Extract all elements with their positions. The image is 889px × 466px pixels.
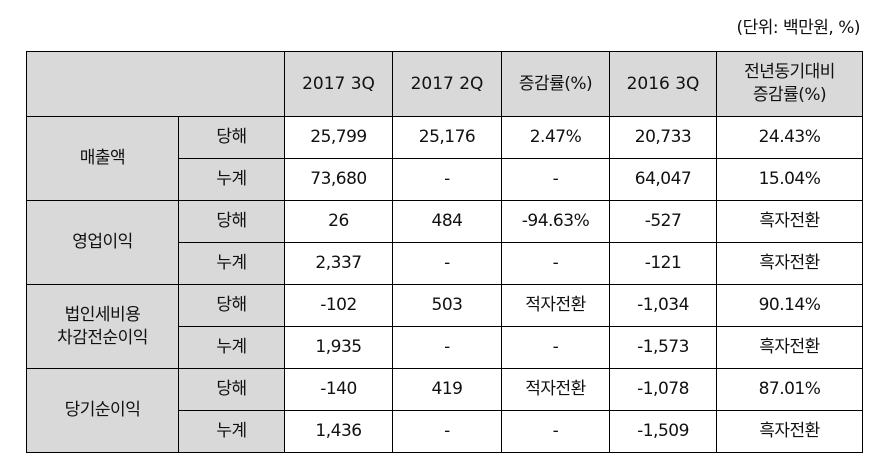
value-change-yoy: 흑자전환: [716, 326, 863, 369]
row-group-label: 영업이익: [26, 200, 179, 285]
table-row: 매출액 당해 25,799 25,176 2.47% 20,733 24.43%: [26, 116, 863, 201]
unit-note: (단위: 백만원, %): [736, 18, 860, 38]
row-type-label: 당해: [178, 116, 285, 159]
value-2017-2q: 25,176: [392, 116, 502, 159]
value-change-qoq: -: [501, 410, 610, 453]
header-row: 2017 3Q 2017 2Q 증감률(%) 2016 3Q 전년동기대비 증감…: [26, 51, 863, 117]
value-change-yoy: 90.14%: [716, 284, 863, 327]
value-change-yoy: 87.01%: [716, 368, 863, 411]
value-change-yoy: 흑자전환: [716, 200, 863, 243]
row-group-label: 매출액: [26, 116, 179, 201]
header-change-yoy: 전년동기대비 증감률(%): [716, 51, 863, 117]
row-type-label: 당해: [178, 368, 285, 411]
value-2017-3q: 25,799: [284, 116, 393, 159]
header-change-qoq: 증감률(%): [501, 51, 610, 117]
table-row: 법인세비용 차감전순이익 당해 -102 503 적자전환 -1,034 90.14%: [26, 284, 863, 369]
row-group-label: 당기순이익: [26, 368, 179, 453]
value-2017-3q: 73,680: [284, 158, 393, 201]
row-group-label: 법인세비용 차감전순이익: [26, 284, 179, 369]
value-2016-3q: -1,078: [609, 368, 717, 411]
table-row: 누계 1,935- - -1,573 흑자전환: [27, 326, 863, 369]
table-row: 누계 73,680- -64,047 15.04%: [27, 158, 863, 201]
header-change-yoy-line2: 증감률(%): [752, 85, 827, 105]
header-change-yoy-line1: 전년동기대비: [744, 62, 835, 83]
table-row: 누계 2,337- - -121 흑자전환: [27, 242, 863, 285]
header-2017-2q: 2017 2Q: [392, 51, 502, 117]
row-group-label-line: 법인세비용: [64, 304, 141, 325]
value-2016-3q: -1,034: [609, 284, 717, 327]
header-2016-3q: 2016 3Q: [609, 51, 717, 117]
row-type-label: 누계: [178, 158, 285, 201]
value-2017-2q: -: [392, 326, 502, 369]
value-2016-3q: -527: [609, 200, 717, 243]
row-type-label: 당해: [178, 284, 285, 327]
value-2017-3q: 26: [284, 200, 393, 243]
value-2016-3q: 64,047: [609, 158, 717, 201]
value-change-qoq: -94.63%: [501, 200, 610, 243]
row-type-label: 누계: [178, 326, 285, 369]
row-group-label-line: 매출액: [79, 148, 126, 169]
value-change-qoq: -: [501, 242, 610, 285]
row-type-label: 누계: [178, 410, 285, 453]
value-2016-3q: -1,573: [609, 326, 717, 369]
value-2017-3q: -140: [284, 368, 393, 411]
value-change-yoy: 흑자전환: [716, 242, 863, 285]
value-2017-3q: 1,935: [284, 326, 393, 369]
value-2017-2q: -: [392, 158, 502, 201]
value-change-yoy: 15.04%: [716, 158, 863, 201]
header-corner-cell: [26, 51, 285, 117]
value-2017-2q: -: [392, 242, 502, 285]
row-type-label: 당해: [178, 200, 285, 243]
value-change-qoq: 적자전환: [501, 284, 610, 327]
row-group-label-line: 영업이익: [72, 232, 133, 253]
value-2017-2q: -: [392, 410, 502, 453]
financial-summary-table: 2017 3Q 2017 2Q 증감률(%) 2016 3Q 전년동기대비 증감…: [26, 51, 863, 453]
table-row: 영업이익 당해 26 484 -94.63% -527 흑자전환: [26, 200, 863, 285]
value-change-qoq: 적자전환: [501, 368, 610, 411]
value-change-yoy: 흑자전환: [716, 410, 863, 453]
value-2017-2q: 484: [392, 200, 502, 243]
header-2017-3q: 2017 3Q: [284, 51, 393, 117]
value-2017-2q: 503: [392, 284, 502, 327]
table-row: 당기순이익 당해 -140 419 적자전환 -1,078 87.01%: [26, 368, 863, 453]
value-2016-3q: -1,509: [609, 410, 717, 453]
row-group-label-line: 당기순이익: [64, 400, 141, 421]
row-type-label: 누계: [178, 242, 285, 285]
value-2016-3q: 20,733: [609, 116, 717, 159]
value-change-yoy: 24.43%: [716, 116, 863, 159]
value-change-qoq: 2.47%: [501, 116, 610, 159]
value-2016-3q: -121: [609, 242, 717, 285]
value-change-qoq: -: [501, 326, 610, 369]
table-row: 누계 1,436- - -1,509 흑자전환: [27, 410, 863, 453]
value-change-qoq: -: [501, 158, 610, 201]
value-2017-3q: 2,337: [284, 242, 393, 285]
value-2017-3q: -102: [284, 284, 393, 327]
value-2017-2q: 419: [392, 368, 502, 411]
value-2017-3q: 1,436: [284, 410, 393, 453]
row-group-label-line: 차감전순이익: [57, 327, 148, 348]
